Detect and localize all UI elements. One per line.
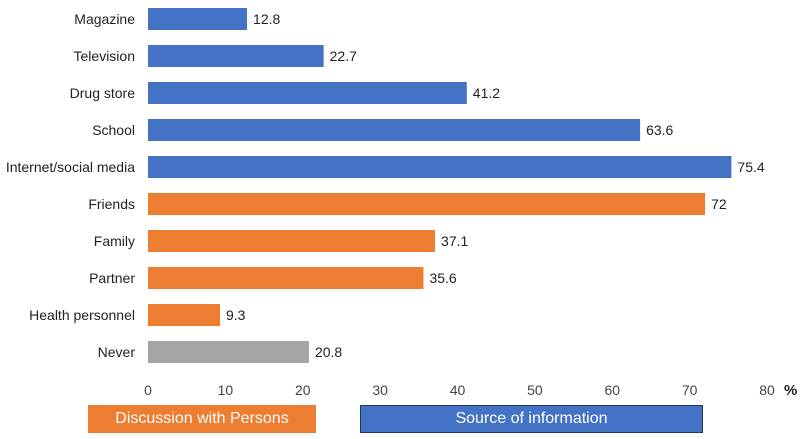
category-label-school: School: [92, 122, 135, 138]
bar-family: [148, 230, 436, 252]
bar-drug-store: [148, 82, 467, 104]
bar-school: [148, 119, 641, 141]
value-label-school: 63.6: [646, 122, 673, 138]
bar-friends: [148, 193, 706, 215]
x-tick-label-60: 60: [604, 382, 620, 398]
bar-internet-social-media: [148, 156, 732, 178]
x-tick-label-70: 70: [682, 382, 698, 398]
value-label-health-personnel: 9.3: [226, 307, 246, 323]
category-label-never: Never: [98, 344, 136, 360]
legend-source-of-information: Source of information: [360, 405, 703, 433]
bar-never: [148, 341, 309, 363]
x-tick-label-10: 10: [218, 382, 234, 398]
value-label-partner: 35.6: [429, 270, 456, 286]
category-label-television: Television: [74, 48, 135, 64]
value-label-internet-social-media: 75.4: [737, 159, 764, 175]
x-tick-label-40: 40: [450, 382, 466, 398]
x-tick-label-20: 20: [295, 382, 311, 398]
value-label-friends: 72: [711, 196, 727, 212]
x-tick-label-80: 80: [759, 382, 775, 398]
x-tick-label-50: 50: [527, 382, 543, 398]
category-label-drug-store: Drug store: [70, 85, 136, 101]
legend-discussion-with-persons: Discussion with Persons: [88, 405, 316, 433]
x-tick-label-0: 0: [144, 382, 152, 398]
category-label-friends: Friends: [88, 196, 135, 212]
bar-health-personnel: [148, 304, 220, 326]
value-label-television: 22.7: [330, 48, 357, 64]
bar-magazine: [148, 8, 248, 30]
x-tick-label-30: 30: [372, 382, 388, 398]
value-label-magazine: 12.8: [253, 11, 280, 27]
value-label-drug-store: 41.2: [473, 85, 500, 101]
value-label-never: 20.8: [315, 344, 342, 360]
x-unit-label: %: [784, 382, 797, 399]
category-label-partner: Partner: [89, 270, 135, 286]
bar-television: [148, 45, 324, 67]
bar-partner: [148, 267, 424, 289]
category-label-internet-social-media: Internet/social media: [6, 159, 135, 175]
category-label-health-personnel: Health personnel: [29, 307, 135, 323]
category-label-family: Family: [94, 233, 135, 249]
value-label-family: 37.1: [441, 233, 468, 249]
category-label-magazine: Magazine: [74, 11, 135, 27]
